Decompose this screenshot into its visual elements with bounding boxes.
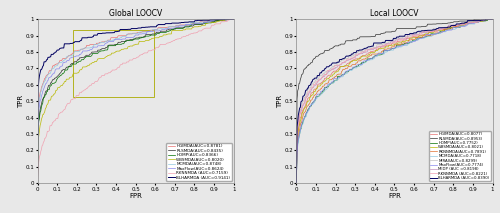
- Legend: HGIMDA(AUC=0.8077), RLSMDA(AUC=0.8953), HDMP(AUC=0.7752), WBSMDA(AUC=0.8021), RK: HGIMDA(AUC=0.8077), RLSMDA(AUC=0.8953), …: [429, 131, 490, 181]
- X-axis label: FPR: FPR: [129, 193, 142, 199]
- X-axis label: FPR: FPR: [388, 193, 401, 199]
- Title: Local LOOCV: Local LOOCV: [370, 9, 418, 18]
- Legend: HGIMDA(AUC=0.8781), RLSMDA(AUC=0.8435), HDMP(AUC=0.8366), WBSMDA(AUC=0.8020), MC: HGIMDA(AUC=0.8781), RLSMDA(AUC=0.8435), …: [166, 143, 232, 181]
- Title: Global LOOCV: Global LOOCV: [109, 9, 162, 18]
- Y-axis label: TPR: TPR: [18, 95, 24, 108]
- Bar: [73, 30, 154, 97]
- Y-axis label: TPR: TPR: [277, 95, 283, 108]
